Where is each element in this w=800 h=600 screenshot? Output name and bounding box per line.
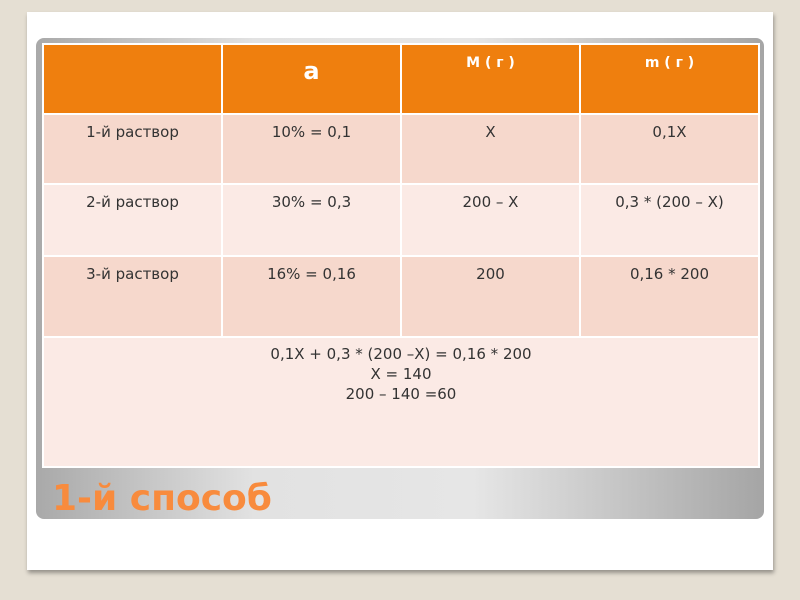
table-cell: 0,3 * (200 – X) xyxy=(579,183,760,257)
solutions-table: a M ( г ) m ( г ) 1-й раствор 10% = 0,1 … xyxy=(42,43,760,468)
table-cell: 0,16 * 200 xyxy=(579,255,760,338)
header-cell xyxy=(42,43,223,115)
table-cell: 10% = 0,1 xyxy=(221,113,402,185)
equation-line: X = 140 xyxy=(370,365,432,383)
table-cell: 2-й раствор xyxy=(42,183,223,257)
table-cell: 0,1X xyxy=(579,113,760,185)
solution-cell: 0,1X + 0,3 * (200 –X) = 0,16 * 200 X = 1… xyxy=(42,336,760,468)
table-header-row: a M ( г ) m ( г ) xyxy=(42,43,760,115)
slide-title: 1-й способ xyxy=(52,478,272,519)
header-cell: a xyxy=(221,43,402,115)
table-row: 3-й раствор 16% = 0,16 200 0,16 * 200 xyxy=(42,255,760,338)
header-cell: M ( г ) xyxy=(400,43,581,115)
table-cell: 3-й раствор xyxy=(42,255,223,338)
table-cell: 200 xyxy=(400,255,581,338)
table-cell: 16% = 0,16 xyxy=(221,255,402,338)
table-cell: 30% = 0,3 xyxy=(221,183,402,257)
equation-line: 200 – 140 =60 xyxy=(345,385,457,403)
table-row: 1-й раствор 10% = 0,1 X 0,1X xyxy=(42,113,760,185)
table-cell: X xyxy=(400,113,581,185)
solution-row: 0,1X + 0,3 * (200 –X) = 0,16 * 200 X = 1… xyxy=(42,336,760,468)
table-row: 2-й раствор 30% = 0,3 200 – X 0,3 * (200… xyxy=(42,183,760,257)
table-cell: 200 – X xyxy=(400,183,581,257)
header-cell: m ( г ) xyxy=(579,43,760,115)
equation-line: 0,1X + 0,3 * (200 –X) = 0,16 * 200 xyxy=(270,345,532,363)
table-cell: 1-й раствор xyxy=(42,113,223,185)
